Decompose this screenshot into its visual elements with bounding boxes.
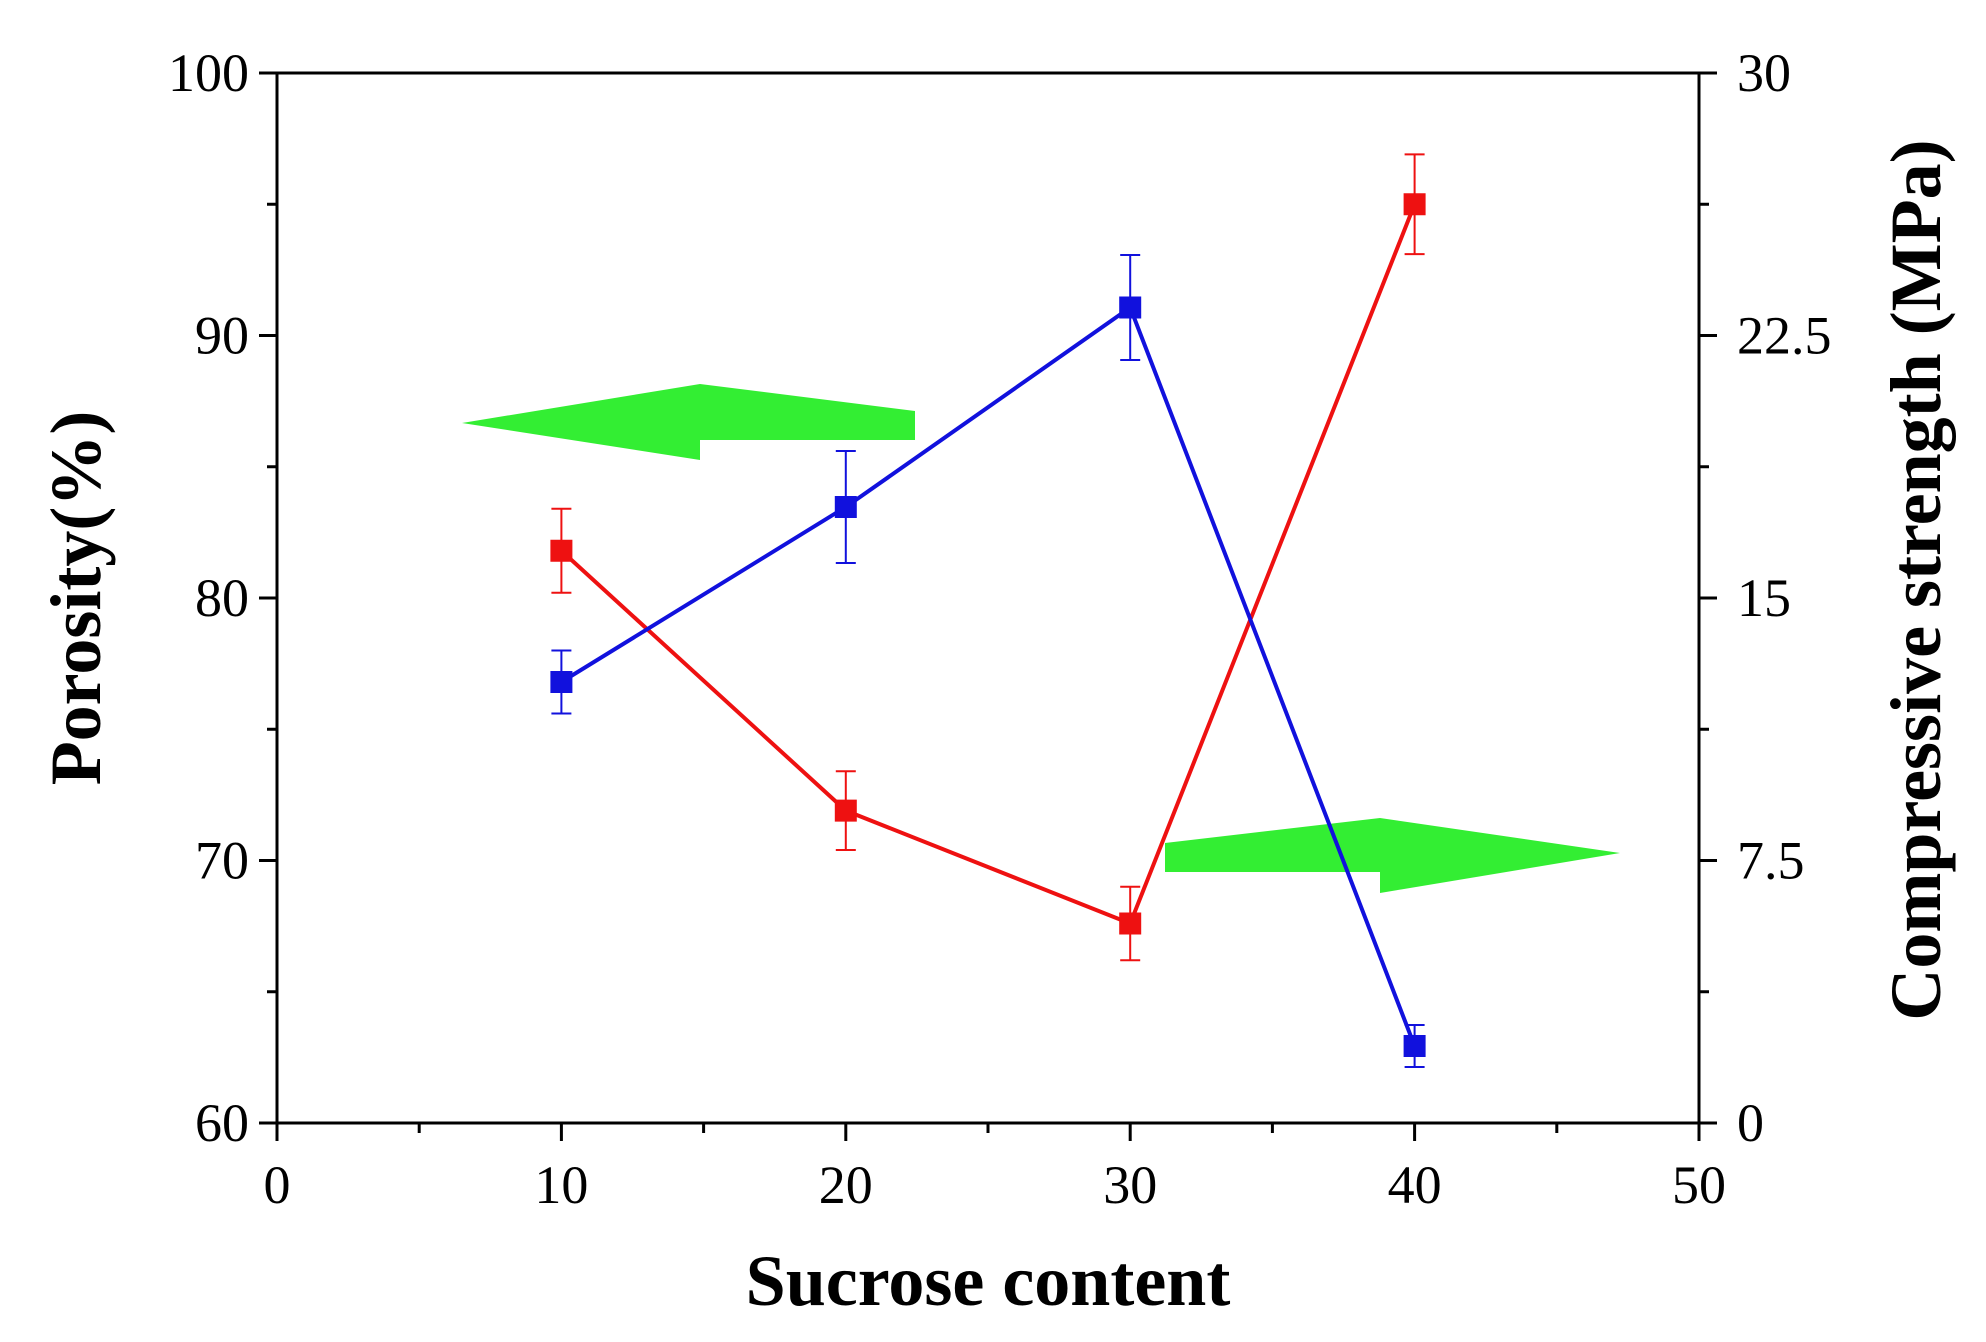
y2-tick-label: 15 (1737, 568, 1791, 628)
series-layer (550, 153, 1426, 1068)
series-right (550, 254, 1426, 1068)
right-arrow-icon (1165, 818, 1620, 893)
series-line (560, 304, 1417, 1047)
series-left (550, 153, 1426, 962)
y-axis-title: Porosity(%) (36, 411, 116, 786)
y-tick-label: 100 (168, 43, 249, 103)
data-point-marker (550, 539, 573, 562)
x-tick-label: 0 (264, 1155, 291, 1215)
annotation-arrows (462, 384, 1620, 893)
x-tick-label: 20 (819, 1155, 873, 1215)
data-point-marker (834, 799, 857, 822)
y-tick-label: 60 (195, 1093, 249, 1153)
x-tick-label: 10 (534, 1155, 588, 1215)
x-tick-label: 50 (1672, 1155, 1726, 1215)
plot-frame (275, 71, 1701, 1125)
tick-labels: 0 10 20 30 40 50 60 70 80 90 100 0 7.5 15 22.5 30 (168, 43, 1832, 1215)
y2-axis-title: Compressive strength (MPa) (1876, 139, 1956, 1020)
y2-tick-label: 0 (1737, 1093, 1764, 1153)
x-axis-title: Sucrose content (746, 1241, 1231, 1321)
data-point-marker (1403, 193, 1426, 216)
data-point-marker (1403, 1035, 1426, 1057)
data-point-marker (550, 671, 573, 693)
left-arrow-icon (462, 384, 915, 460)
series-line (560, 203, 1417, 927)
x-tick-label: 40 (1388, 1155, 1442, 1215)
y2-tick-label: 30 (1737, 43, 1791, 103)
y-tick-label: 90 (195, 306, 249, 366)
y-tick-label: 70 (195, 831, 249, 891)
data-point-marker (1119, 296, 1142, 319)
data-point-marker (1119, 912, 1142, 935)
tick-marks (259, 71, 1717, 1141)
y2-tick-label: 7.5 (1737, 831, 1805, 891)
data-point-marker (834, 496, 857, 518)
x-tick-label: 30 (1103, 1155, 1157, 1215)
y2-tick-label: 22.5 (1737, 306, 1832, 366)
y-tick-label: 80 (195, 568, 249, 628)
